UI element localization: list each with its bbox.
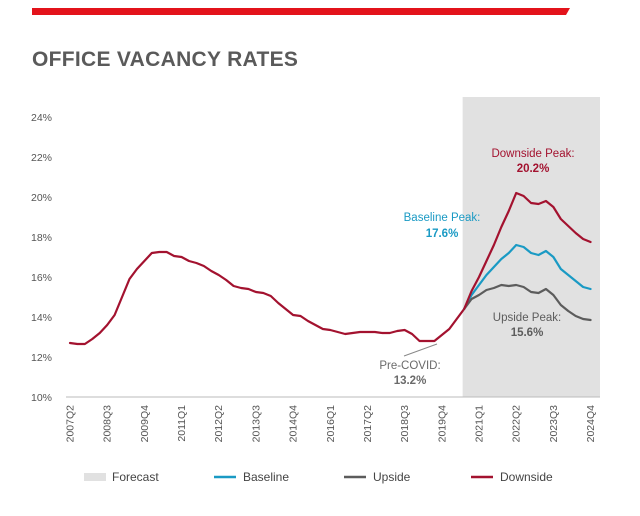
x-tick-label: 2007Q2	[65, 405, 77, 443]
y-tick-label: 24%	[31, 112, 52, 124]
annotation-pre-covid-label: Pre-COVID:	[379, 360, 440, 372]
annotation-upside-peak: Upside Peak: 15.6%	[493, 312, 561, 339]
annotation-upside-value: 15.6%	[511, 327, 544, 339]
annotation-baseline-peak: Baseline Peak: 17.6%	[404, 212, 481, 240]
legend-item-baseline: Baseline	[214, 470, 289, 484]
x-tick-label: 2024Q4	[585, 405, 597, 443]
legend-item-forecast: Forecast	[84, 470, 159, 484]
series-layer	[68, 191, 592, 346]
x-tick-label: 2018Q3	[399, 405, 411, 443]
y-tick-label: 14%	[31, 312, 52, 324]
legend-swatch-forecast	[84, 473, 106, 481]
annotation-pre-covid-value: 13.2%	[394, 375, 427, 387]
annotation-upside-label: Upside Peak:	[493, 312, 561, 324]
annotation-baseline-value: 17.6%	[426, 228, 459, 240]
x-tick-label: 2011Q1	[176, 405, 188, 442]
x-tick-label: 2009Q4	[139, 405, 151, 443]
x-tick-label: 2017Q2	[362, 405, 374, 443]
x-tick-label: 2021Q1	[474, 405, 486, 443]
annotation-pre-covid: Pre-COVID: 13.2%	[379, 343, 441, 387]
y-tick-label: 22%	[31, 152, 52, 164]
legend-item-upside: Upside	[344, 470, 411, 484]
legend-label-downside: Downside	[500, 470, 553, 484]
annotation-downside-label: Downside Peak:	[491, 148, 574, 160]
annotation-downside-value: 20.2%	[517, 163, 550, 175]
legend-item-downside: Downside	[471, 470, 553, 484]
legend-label-upside: Upside	[373, 470, 411, 484]
chart-title: OFFICE VACANCY RATES	[32, 48, 298, 71]
x-axis-tick-labels: 2007Q2 2008Q3 2009Q4 2011Q1 2012Q2 2013Q3 2014…	[65, 405, 598, 443]
x-tick-label: 2012Q2	[213, 405, 225, 443]
y-axis-tick-labels: 10% 12% 14% 16% 18% 20% 22% 24%	[31, 112, 52, 404]
series-line-baseline	[463, 243, 592, 311]
x-tick-label: 2023Q3	[548, 405, 560, 443]
annotation-downside-peak: Downside Peak: 20.2%	[491, 148, 574, 175]
annotation-baseline-label: Baseline Peak:	[404, 212, 481, 224]
legend: Forecast Baseline Upside Downside	[84, 470, 553, 484]
x-tick-label: 2008Q3	[102, 405, 114, 443]
accent-bar	[32, 8, 570, 15]
y-tick-label: 16%	[31, 272, 52, 284]
series-line-upside	[463, 283, 592, 322]
y-tick-label: 12%	[31, 352, 52, 364]
x-tick-label: 2022Q2	[511, 405, 523, 443]
series-line-downside	[463, 191, 592, 311]
y-tick-label: 20%	[31, 192, 52, 204]
legend-label-baseline: Baseline	[243, 470, 289, 484]
x-tick-label: 2013Q3	[250, 405, 262, 443]
y-tick-label: 18%	[31, 232, 52, 244]
x-tick-label: 2014Q4	[288, 405, 300, 443]
x-tick-label: 2016Q1	[325, 405, 337, 443]
x-tick-label: 2019Q4	[436, 405, 448, 443]
y-tick-label: 10%	[31, 392, 52, 404]
series-line-historical	[68, 250, 466, 346]
pre-covid-leader-line	[403, 343, 438, 357]
legend-label-forecast: Forecast	[112, 470, 159, 484]
forecast-band	[462, 97, 600, 397]
